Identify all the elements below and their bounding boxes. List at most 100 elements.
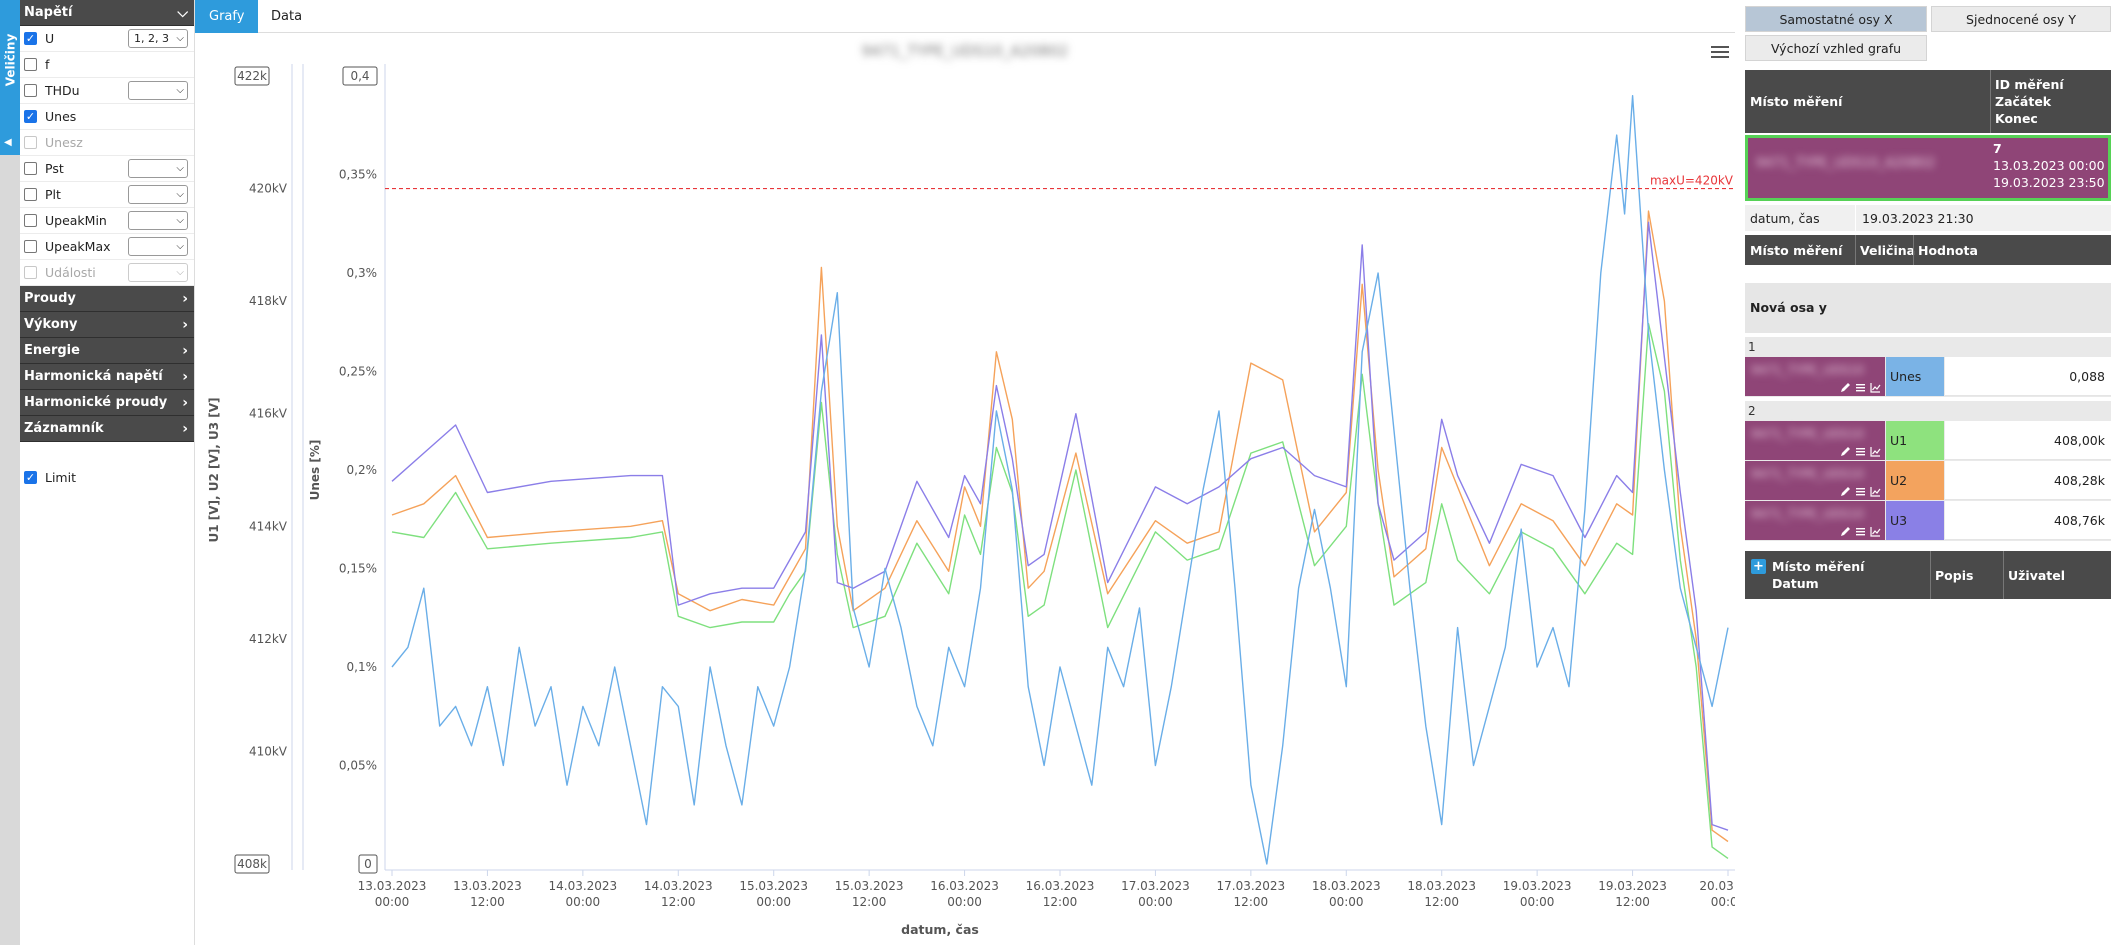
separate-x-axes-button[interactable]: Samostatné osy X xyxy=(1745,6,1927,32)
y-right-tick-label: 0,05% xyxy=(339,759,377,773)
series-place-text: 9471_TYPE_UDS10 xyxy=(1751,467,1864,481)
y-left-max-box[interactable]: 422k xyxy=(234,66,270,86)
col-id: ID měření xyxy=(1995,77,2064,92)
x-tick-date: 14.03.2023 xyxy=(548,879,617,893)
y-left-tick-label: 412kV xyxy=(249,632,288,646)
collapse-arrow-icon[interactable]: ◀ xyxy=(4,137,12,148)
new-y-axis-dropzone[interactable]: Nová osa y xyxy=(1745,283,2111,333)
series-place: 9471_TYPE_UDS10 xyxy=(1745,357,1885,396)
measurement-row-selected[interactable]: 9471_TYPE_UDS10_A20802 7 13.03.2023 00:0… xyxy=(1745,135,2111,201)
series-row-u2[interactable]: 9471_TYPE_UDS10 U2 408,28k xyxy=(1745,461,2111,500)
chart-line-icon[interactable] xyxy=(1870,526,1881,537)
thdu-phase-select[interactable]: ⌵ xyxy=(128,81,188,100)
x-tick-date: 13.03.2023 xyxy=(453,879,522,893)
section-title: Harmonická napětí xyxy=(24,369,163,384)
series-row-u3[interactable]: 9471_TYPE_UDS10 U3 408,76k xyxy=(1745,501,2111,540)
pst-checkbox[interactable] xyxy=(24,162,37,175)
chevron-right-icon: › xyxy=(182,420,188,437)
y-right-tick-label: 0,35% xyxy=(339,168,377,182)
upeakmin-phase-select[interactable]: ⌵ xyxy=(128,211,188,230)
section-4[interactable]: Harmonické proudy › xyxy=(20,390,194,416)
edit-pencil-icon[interactable] xyxy=(1840,382,1851,393)
x-tick-date: 14.03.2023 xyxy=(644,879,713,893)
default-chart-view-button[interactable]: Výchozí vzhled grafu xyxy=(1745,35,1927,61)
table-icon[interactable] xyxy=(1855,486,1866,497)
y-left-tick-label: 416kV xyxy=(249,407,288,421)
y-left-min-box[interactable]: 408k xyxy=(234,854,270,874)
quantity-sidebar: Napětí ⌵ ✓ U 1, 2, 3 ⌵ f THDu ⌵ ✓ Unes Unesz Pst ⌵ P… xyxy=(20,0,195,945)
napeti-row-u[interactable]: ✓ U 1, 2, 3 ⌵ xyxy=(20,26,194,52)
thdu-checkbox[interactable] xyxy=(24,84,37,97)
series-line-unes[interactable] xyxy=(391,95,1729,865)
napeti-row-thdu[interactable]: THDu ⌵ xyxy=(20,78,194,104)
series-value: 408,28k xyxy=(1945,461,2111,500)
x-tick-date: 17.03.2023 xyxy=(1216,879,1285,893)
u-checkbox[interactable]: ✓ xyxy=(24,32,37,45)
napeti-row-plt[interactable]: Plt ⌵ xyxy=(20,182,194,208)
series-row-u1[interactable]: 9471_TYPE_UDS10 U1 408,00k xyxy=(1745,421,2111,460)
col-start: Začátek xyxy=(1995,94,2052,109)
unified-y-axes-button[interactable]: Sjednocené osy Y xyxy=(1931,6,2111,32)
section-title: Energie xyxy=(24,343,80,358)
col-place: Místo měření xyxy=(1772,559,1865,574)
x-tick-time: 00:00 xyxy=(947,895,982,909)
upeakmin-checkbox[interactable] xyxy=(24,214,37,227)
x-tick-date: 13.03.2023 xyxy=(358,879,427,893)
chart-line-icon[interactable] xyxy=(1870,382,1881,393)
chevron-down-icon: ⌵ xyxy=(176,215,184,226)
upeakmax-checkbox[interactable] xyxy=(24,240,37,253)
plt-phase-select[interactable]: ⌵ xyxy=(128,185,188,204)
upeakmax-phase-select[interactable]: ⌵ xyxy=(128,237,188,256)
edit-pencil-icon[interactable] xyxy=(1840,446,1851,457)
f-checkbox[interactable] xyxy=(24,58,37,71)
series-line-u3[interactable] xyxy=(391,221,1729,831)
section-2[interactable]: Energie › xyxy=(20,338,194,364)
y-left-axis-title: U1 [V], U2 [V], U3 [V] xyxy=(207,397,221,542)
section-0[interactable]: Proudy › xyxy=(20,286,194,312)
limit-line-label: maxU=420kV xyxy=(1650,174,1734,188)
x-tick-date: 15.03.2023 xyxy=(835,879,904,893)
napeti-row-upeakmax[interactable]: UpeakMax ⌵ xyxy=(20,234,194,260)
x-tick-time: 12:00 xyxy=(1615,895,1650,909)
series-line-u2[interactable] xyxy=(391,210,1729,843)
section-napeti[interactable]: Napětí ⌵ xyxy=(20,0,194,26)
series-quantity: Unes xyxy=(1886,357,1944,396)
napeti-row-události: Události ⌵ xyxy=(20,260,194,286)
chart-line-icon[interactable] xyxy=(1870,446,1881,457)
chart-line-icon[interactable] xyxy=(1870,486,1881,497)
section-1[interactable]: Výkony › xyxy=(20,312,194,338)
edit-pencil-icon[interactable] xyxy=(1840,486,1851,497)
chart-menu-icon[interactable] xyxy=(1711,46,1729,60)
plt-checkbox[interactable] xyxy=(24,188,37,201)
section-5[interactable]: Záznamník › xyxy=(20,416,194,442)
table-icon[interactable] xyxy=(1855,526,1866,537)
y-right-max-box[interactable]: 0,4 xyxy=(342,66,378,86)
series-line-u1[interactable] xyxy=(391,323,1729,859)
axis-group-number: 2 xyxy=(1748,404,1756,418)
section-3[interactable]: Harmonická napětí › xyxy=(20,364,194,390)
napeti-row-unes[interactable]: ✓ Unes xyxy=(20,104,194,130)
tab-grafy[interactable]: Grafy xyxy=(195,0,259,33)
velicny-tab[interactable]: Veličiny ◀ xyxy=(0,0,20,155)
series-place-text: 9471_TYPE_UDS10 xyxy=(1751,507,1864,521)
y-right-min-box[interactable]: 0 xyxy=(358,854,378,874)
unes-checkbox[interactable]: ✓ xyxy=(24,110,37,123)
line-chart: 410kV 412kV 414kV 416kV 418kV 420kV 422k 408k 0,… xyxy=(207,64,1735,937)
tab-data[interactable]: Data xyxy=(271,9,303,24)
pst-phase-select[interactable]: ⌵ xyxy=(128,159,188,178)
limit-row[interactable]: ✓ Limit xyxy=(20,464,194,490)
measurement-id: 7 xyxy=(1993,141,2002,156)
series-row-unes[interactable]: 9471_TYPE_UDS10 Unes 0,088 xyxy=(1745,357,2111,396)
table-icon[interactable] xyxy=(1855,446,1866,457)
chevron-right-icon: › xyxy=(182,368,188,385)
u-phase-select[interactable]: 1, 2, 3 ⌵ xyxy=(128,29,188,48)
napeti-row-f[interactable]: f xyxy=(20,52,194,78)
chevron-right-icon: › xyxy=(182,394,188,411)
napeti-row-upeakmin[interactable]: UpeakMin ⌵ xyxy=(20,208,194,234)
table-icon[interactable] xyxy=(1855,382,1866,393)
napeti-row-pst[interactable]: Pst ⌵ xyxy=(20,156,194,182)
add-note-plus-icon[interactable]: + xyxy=(1751,559,1766,574)
datetime-label: datum, čas xyxy=(1750,211,1820,226)
limit-checkbox[interactable]: ✓ xyxy=(24,470,37,484)
edit-pencil-icon[interactable] xyxy=(1840,526,1851,537)
